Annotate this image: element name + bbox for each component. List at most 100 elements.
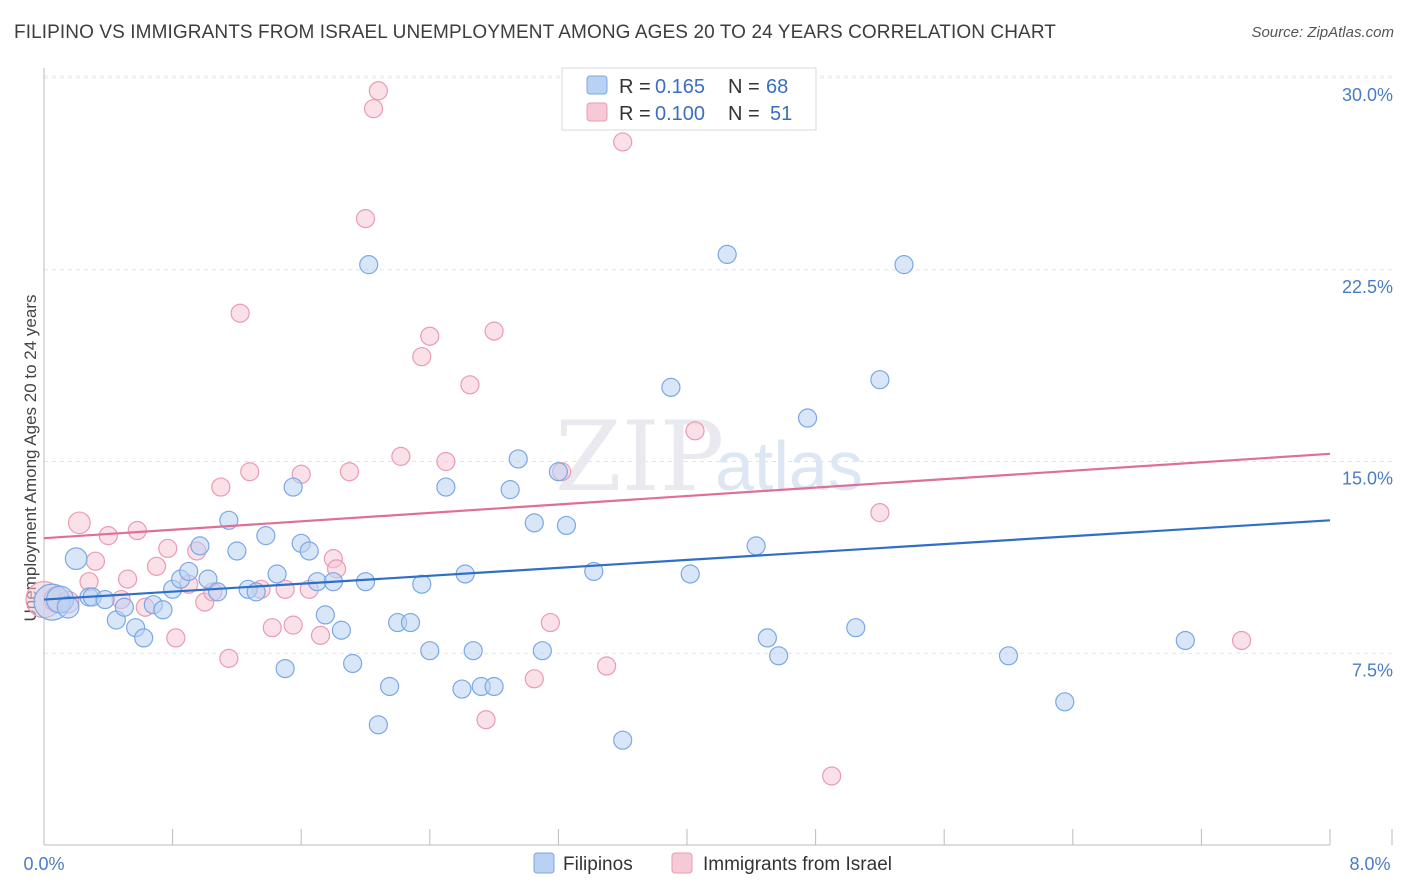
filipinos-point-63	[846, 618, 866, 638]
israel-point-42	[524, 669, 544, 689]
filipinos-point-42	[436, 477, 456, 497]
y-axis-label: Unemployment Among Ages 20 to 24 years	[21, 295, 40, 622]
legend-n-value-israel: 51	[770, 103, 792, 125]
filipinos-point-57	[680, 564, 700, 584]
bottom-legend-israel: Immigrants from Israel	[703, 854, 892, 875]
filipinos-point-16	[190, 536, 210, 556]
israel-point-38	[436, 451, 456, 472]
filipinos-point-6	[95, 589, 115, 610]
israel-point-32	[355, 209, 376, 229]
filipinos-point-18	[208, 582, 228, 602]
israel-point-43	[540, 612, 560, 633]
filipinos-point-66	[998, 646, 1019, 666]
filipinos-point-2	[56, 595, 80, 619]
grid	[44, 75, 1392, 654]
israel-point-36	[412, 347, 432, 367]
filipinos-point-48	[500, 480, 520, 500]
israel-point-33	[363, 99, 384, 119]
legend-n-value-filipinos: 68	[766, 76, 788, 98]
filipinos-point-52	[548, 462, 569, 482]
filipinos-point-50	[524, 513, 544, 533]
israel-point-35	[391, 446, 411, 466]
trend-lines	[43, 452, 1331, 601]
legend-swatch-filipinos	[586, 75, 608, 95]
filipinos-point-23	[256, 526, 276, 546]
filipinos-point-33	[343, 653, 363, 674]
legend-r-value-israel: 0.100	[655, 103, 705, 125]
filipinos-point-60	[757, 628, 777, 648]
chart-title: FILIPINO VS IMMIGRANTS FROM ISRAEL UNEMP…	[14, 22, 1057, 43]
filipinos-point-20	[227, 541, 247, 561]
bottom-legend: Filipinos Immigrants from Israel	[533, 852, 892, 875]
filipinos-point-17	[198, 569, 218, 589]
filipinos-point-61	[769, 646, 789, 666]
filipinos-point-55	[613, 730, 633, 750]
israel-point-12	[158, 538, 178, 559]
filipinos-point-68	[1175, 630, 1195, 651]
israel-point-31	[339, 462, 360, 482]
source-label: Source: ZipAtlas.com	[1251, 24, 1394, 41]
israel-point-41	[484, 321, 504, 341]
bottom-legend-swatch-israel	[671, 852, 693, 874]
filipinos-point-47	[484, 676, 504, 697]
filipinos-point-36	[368, 715, 388, 735]
israel-point-45	[597, 656, 617, 676]
israel-point-11	[146, 556, 167, 576]
israel-point-39	[460, 375, 480, 395]
filipinos-point-62	[797, 408, 818, 428]
filipinos-point-45	[463, 641, 483, 661]
filipinos-point-65	[894, 255, 914, 275]
filipinos-point-59	[746, 536, 766, 556]
filipinos-point-15	[179, 561, 199, 582]
filipinos-point-8	[114, 597, 134, 617]
filipinos-point-30	[315, 605, 335, 625]
filipinos-point-53	[556, 515, 577, 536]
top-legend: R = 0.165 N = 68 R = 0.100 N = 51	[561, 67, 817, 131]
filipinos-point-56	[661, 377, 681, 397]
israel-point-49	[870, 503, 890, 523]
x-tick-label-max: 8.0%	[1349, 854, 1390, 874]
israel-point-21	[240, 462, 260, 482]
filipinos-point-24	[267, 564, 287, 584]
legend-n-label-israel: N =	[728, 103, 760, 125]
filipinos-point-51	[532, 641, 552, 661]
israel-point-34	[368, 81, 388, 101]
y-tick-label-2: 22.5%	[1342, 277, 1393, 297]
x-tick-marks	[43, 829, 1393, 845]
israel-point-19	[219, 648, 239, 668]
filipinos-point-25	[275, 658, 295, 679]
israel-point-47	[685, 421, 705, 441]
legend-r-value-filipinos: 0.165	[655, 76, 705, 98]
filipinos-point-41	[420, 641, 440, 661]
israel-point-40	[476, 710, 496, 730]
bottom-legend-filipinos: Filipinos	[563, 854, 633, 875]
israel-point-37	[420, 326, 440, 346]
filipinos-point-28	[299, 541, 319, 561]
israel-point-8	[117, 569, 138, 589]
israel-point-25	[283, 615, 303, 635]
israel-point-48	[822, 766, 842, 786]
legend-r-label-filipinos: R =	[619, 76, 651, 98]
israel-point-9	[127, 520, 147, 541]
x-tick-label-min: 0.0%	[23, 854, 64, 874]
israel-point-18	[211, 477, 231, 497]
israel-point-50	[1231, 630, 1252, 651]
filipinos-trend-line	[43, 519, 1331, 601]
israel-point-20	[230, 303, 250, 323]
filipinos-point-49	[508, 449, 528, 469]
y-tick-label-1: 15.0%	[1342, 469, 1393, 489]
filipinos-point-58	[717, 244, 737, 265]
filipinos-point-37	[380, 676, 400, 697]
y-tick-labels: 7.5% 15.0% 22.5% 30.0%	[1342, 85, 1393, 680]
israel-point-23	[262, 618, 282, 638]
filipinos-point-67	[1055, 692, 1075, 712]
filipinos-point-43	[452, 679, 472, 699]
y-tick-label-0: 7.5%	[1352, 660, 1393, 680]
israel-point-28	[310, 625, 331, 645]
filipinos-point-26	[283, 477, 303, 497]
filipinos-point-34	[355, 572, 376, 592]
y-tick-label-3: 30.0%	[1342, 85, 1393, 105]
filipinos-point-64	[870, 370, 890, 390]
israel-point-5	[85, 551, 106, 571]
